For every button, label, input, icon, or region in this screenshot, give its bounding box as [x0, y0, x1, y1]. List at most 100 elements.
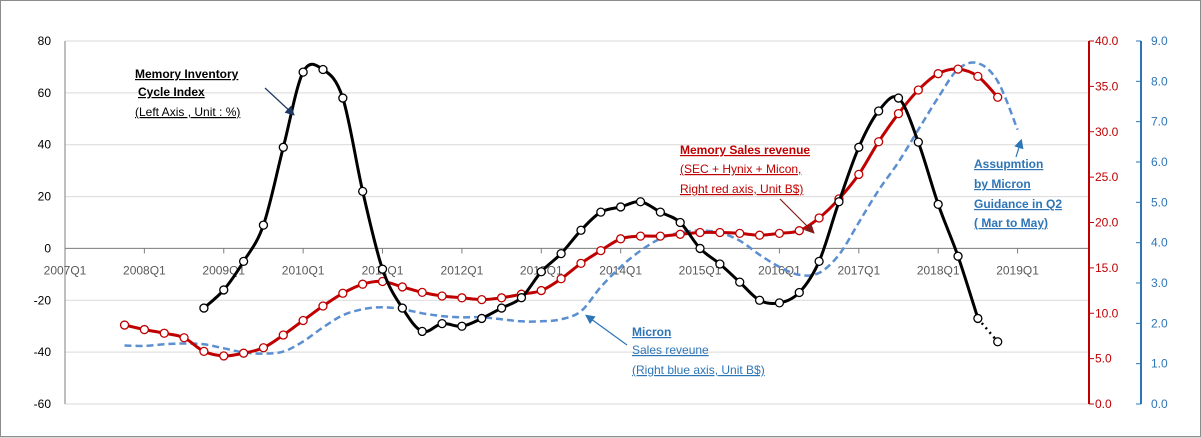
memory-sales-data-point — [655, 231, 665, 241]
right-blue-tick-label: 2.0 — [1151, 316, 1168, 330]
memory-sales-data-point — [675, 229, 685, 239]
memory-sales-data-point — [794, 226, 804, 236]
inventory-data-point — [933, 199, 943, 210]
inventory-data-point — [219, 285, 229, 295]
right-red-axis-ticks: 40.0 35.0 30.0 25.0 20.0 15.0 10.0 5.0 0.0 — [1089, 34, 1119, 411]
memory-sales-data-point — [893, 108, 904, 119]
right-red-tick-label: 15.0 — [1095, 261, 1119, 275]
inventory-arrow — [264, 87, 295, 116]
memory-sales-data-point — [457, 293, 467, 303]
memory-sales-data-point — [596, 245, 606, 256]
memory-sales-data-point — [774, 228, 785, 239]
memory-sales-data-point — [735, 228, 745, 239]
inventory-data-point — [973, 313, 983, 324]
left-tick-label: 60 — [38, 86, 52, 100]
memory-sales-data-point — [496, 293, 507, 303]
series-layer — [119, 61, 1019, 361]
inventory-data-point — [516, 293, 527, 303]
inventory-data-point — [377, 264, 388, 274]
memory-sales-annotation-line1: Memory Sales revenue — [680, 143, 810, 157]
x-tick-label: 2017Q1 — [837, 263, 880, 277]
inventory-data-point — [417, 326, 427, 337]
memory-sales-annotation-line3: Right red axis, Unit B$) — [680, 182, 803, 196]
memory-sales-data-point — [338, 288, 348, 298]
memory-sales-data-point — [556, 274, 566, 284]
left-tick-label: -40 — [34, 345, 52, 359]
memory-sales-data-point — [754, 230, 765, 240]
inventory-data-point — [238, 256, 249, 267]
right-red-tick-label: 0.0 — [1095, 397, 1112, 411]
memory-sales-data-point — [219, 351, 229, 361]
left-tick-label: -60 — [34, 397, 52, 411]
assumption-annotation-line3: Guidance in Q2 — [974, 197, 1062, 211]
memory-sales-data-point — [953, 64, 963, 74]
inventory-data-point — [695, 243, 705, 254]
right-blue-axis-ticks: 9.0 8.0 7.0 6.0 5.0 4.0 3.0 2.0 1.0 0.0 — [1136, 34, 1168, 411]
right-blue-tick-label: 1.0 — [1151, 357, 1168, 371]
right-blue-tick-label: 8.0 — [1151, 74, 1168, 88]
inventory-data-point — [556, 248, 566, 259]
inventory-data-point — [457, 321, 467, 331]
inventory-data-point — [814, 256, 824, 267]
memory-sales-data-point — [159, 328, 169, 338]
memory-sales-data-point — [873, 137, 884, 147]
x-tick-label: 2015Q1 — [679, 263, 722, 277]
memory-sales-data-point — [576, 258, 586, 268]
series-line-inventory-index — [202, 62, 980, 334]
micron-annotation-line3: (Right blue axis, Unit B$) — [632, 363, 765, 377]
right-red-tick-label: 25.0 — [1095, 170, 1119, 184]
right-red-tick-label: 35.0 — [1095, 79, 1119, 93]
inventory-data-point — [655, 207, 665, 217]
memory-sales-data-point — [616, 234, 626, 244]
inventory-data-point — [258, 220, 269, 230]
inventory-annotation-line2: Cycle Index — [138, 85, 205, 99]
right-blue-tick-label: 4.0 — [1151, 236, 1168, 250]
inventory-annotation-line1: Memory Inventory — [135, 67, 239, 81]
right-red-tick-label: 5.0 — [1095, 352, 1112, 366]
memory-sales-arrow — [779, 198, 815, 234]
x-tick-label: 2018Q1 — [917, 263, 960, 277]
memory-sales-data-point — [318, 301, 328, 311]
memory-sales-data-point — [238, 348, 249, 358]
right-blue-tick-label: 6.0 — [1151, 155, 1168, 169]
right-red-tick-label: 10.0 — [1095, 306, 1119, 320]
series-line-inventory-projection — [976, 317, 999, 343]
micron-annotation-line1: Micron — [632, 325, 671, 339]
inventory-data-point — [873, 106, 884, 116]
inventory-data-point — [754, 295, 765, 305]
inventory-data-point — [735, 277, 745, 287]
memory-sales-data-point — [715, 227, 725, 238]
inventory-data-point — [536, 267, 546, 277]
inventory-annotation-line3: (Left Axis , Unit : %) — [135, 105, 240, 119]
x-tick-label: 2012Q1 — [441, 263, 484, 277]
inventory-data-point — [675, 217, 685, 228]
memory-sales-data-point — [635, 231, 646, 241]
right-blue-tick-label: 3.0 — [1151, 276, 1168, 290]
inventory-data-point — [298, 67, 308, 77]
inventory-data-point — [278, 142, 288, 152]
memory-sales-data-point — [536, 285, 546, 296]
gridlines — [65, 40, 1089, 405]
inventory-data-point — [199, 303, 209, 313]
inventory-data-point — [338, 93, 348, 103]
left-tick-label: -20 — [34, 293, 52, 307]
left-tick-label: 20 — [38, 190, 52, 204]
memory-sales-data-point — [695, 227, 705, 238]
assumption-annotation-line2: by Micron — [974, 177, 1031, 191]
memory-sales-data-point — [258, 343, 269, 353]
micron-annotation-line2: Sales reveune — [632, 343, 709, 357]
inventory-data-point — [854, 142, 864, 152]
inventory-data-point — [437, 318, 447, 329]
inventory-data-point — [953, 251, 963, 261]
right-blue-tick-label: 5.0 — [1151, 195, 1168, 209]
inventory-data-point — [576, 225, 586, 235]
inventory-data-point — [715, 259, 725, 269]
left-tick-label: 40 — [38, 138, 52, 152]
inventory-data-point — [358, 186, 368, 197]
series-line-micron-sales — [124, 61, 1019, 355]
left-tick-label: 0 — [44, 241, 51, 255]
inventory-data-point — [496, 303, 507, 313]
inventory-data-point — [774, 298, 785, 308]
